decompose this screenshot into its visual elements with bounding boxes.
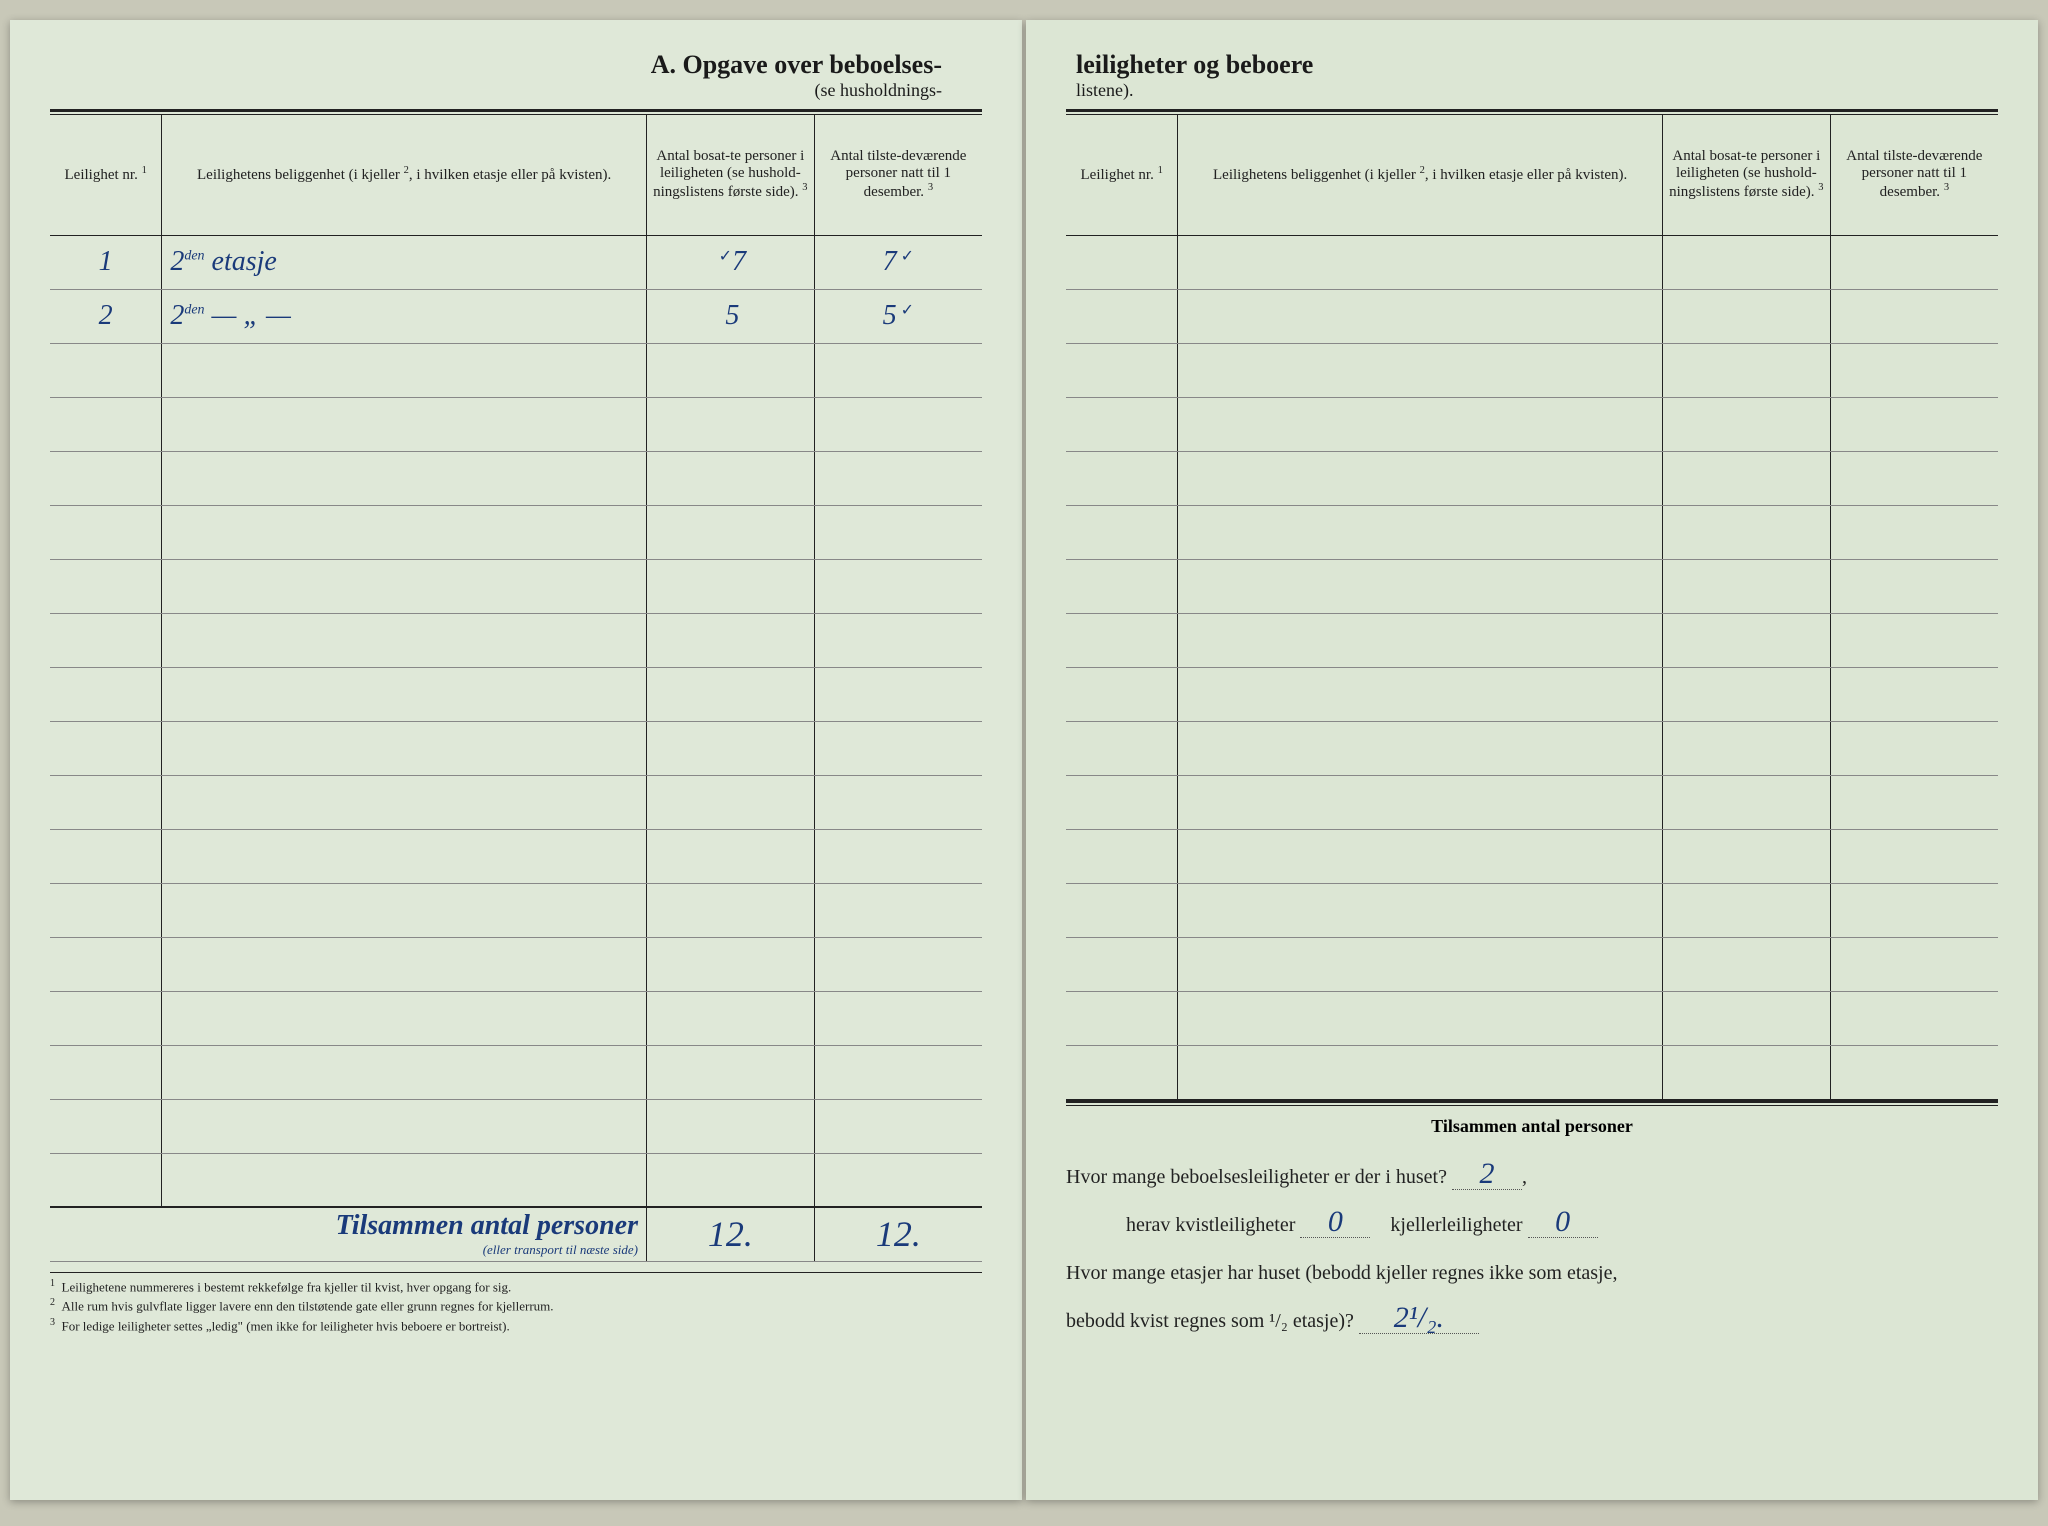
page-right: leiligheter og beboere listene). Leiligh…: [1026, 20, 2038, 1500]
table-row-blank: [50, 505, 982, 559]
table-row-blank: [50, 775, 982, 829]
table-row-blank: [1066, 235, 1998, 289]
header-row: Leilighet nr. 1 Leilighetens beliggenhet…: [50, 115, 982, 235]
table-row-blank: [50, 829, 982, 883]
form-table-left: Leilighet nr. 1 Leilighetens beliggenhet…: [50, 115, 982, 1262]
subtitle-left: (se husholdnings-: [50, 80, 982, 101]
question-1: Hvor mange beboelsesleiligheter er der i…: [1066, 1155, 1998, 1199]
table-row-blank: [50, 1153, 982, 1207]
document-spread: A. Opgave over beboelses- (se husholdnin…: [10, 20, 2038, 1500]
rule-top-thick-r: [1066, 109, 1998, 112]
col-header-bosatte: Antal bosat-te personer i leiligheten (s…: [646, 115, 814, 235]
col-header-tilstede: Antal tilste-deværende personer natt til…: [814, 115, 982, 235]
question-3b: bebodd kvist regnes som ¹/₂ etasje)? 2¹/…: [1066, 1299, 1998, 1343]
table-row-blank: [1066, 397, 1998, 451]
footnote-3: 3 For ledige leiligheter settes „ledig" …: [50, 1316, 982, 1336]
table-row-blank: [1066, 721, 1998, 775]
table-row-blank: [1066, 289, 1998, 343]
table-row-blank: [50, 451, 982, 505]
table-row-blank: [50, 343, 982, 397]
right-totals-label: Tilsammen antal personer: [1066, 1105, 1998, 1137]
table-row-blank: [50, 937, 982, 991]
table-row-blank: [1066, 883, 1998, 937]
table-row-blank: [1066, 1045, 1998, 1099]
table-row-blank: [1066, 829, 1998, 883]
table-row-blank: [1066, 991, 1998, 1045]
table-row-blank: [50, 613, 982, 667]
table-row-blank: [50, 883, 982, 937]
title-left: A. Opgave over beboelses-: [50, 50, 982, 80]
table-row-blank: [50, 1045, 982, 1099]
subtitle-right: listene).: [1066, 80, 1998, 101]
col-header-location-r: Leilighetens beliggenhet (i kjeller 2, i…: [1178, 115, 1663, 235]
table-row-blank: [1066, 505, 1998, 559]
header-row-r: Leilighet nr. 1 Leilighetens beliggenhet…: [1066, 115, 1998, 235]
cell-tilstede: 5✓: [814, 289, 982, 343]
totals-subnote: (eller transport til næste side): [58, 1242, 638, 1258]
totals-tilstede: 12.: [814, 1207, 982, 1261]
table-row-blank: [1066, 343, 1998, 397]
form-table-right: Leilighet nr. 1 Leilighetens beliggenhet…: [1066, 115, 1998, 1100]
totals-bosatte: 12.: [646, 1207, 814, 1261]
col-header-bosatte-r: Antal bosat-te personer i leiligheten (s…: [1662, 115, 1830, 235]
col-header-nr-r: Leilighet nr. 1: [1066, 115, 1178, 235]
cell-nr: 2: [50, 289, 162, 343]
table-row-blank: [1066, 775, 1998, 829]
table-row-blank: [1066, 451, 1998, 505]
table-row-blank: [50, 559, 982, 613]
cell-bosatte: ✓7: [646, 235, 814, 289]
footnotes: 1 Leilighetene nummereres i bestemt rekk…: [50, 1272, 982, 1336]
footnote-1: 1 Leilighetene nummereres i bestemt rekk…: [50, 1277, 982, 1297]
questions-block: Hvor mange beboelsesleiligheter er der i…: [1066, 1155, 1998, 1347]
table-row-blank: [1066, 937, 1998, 991]
totals-row-left: Tilsammen antal personer (eller transpor…: [50, 1207, 982, 1261]
page-left: A. Opgave over beboelses- (se husholdnin…: [10, 20, 1022, 1500]
table-row-blank: [1066, 559, 1998, 613]
table-row-blank: [50, 1099, 982, 1153]
table-row-blank: [1066, 667, 1998, 721]
cell-location: 2den — „ —: [162, 289, 647, 343]
table-row: 22den — „ —55✓: [50, 289, 982, 343]
table-row: 12den etasje✓77✓: [50, 235, 982, 289]
col-header-location: Leilighetens beliggenhet (i kjeller 2, i…: [162, 115, 647, 235]
answer-kvist: 0: [1300, 1207, 1370, 1238]
cell-bosatte: 5: [646, 289, 814, 343]
right-totals-rule: Tilsammen antal personer: [1066, 1100, 1998, 1137]
answer-total-units: 2: [1452, 1159, 1522, 1190]
table-row-blank: [50, 721, 982, 775]
totals-label: Tilsammen antal personer: [58, 1210, 638, 1242]
answer-floors: 2¹/₂.: [1359, 1303, 1479, 1334]
footnote-2: 2 Alle rum hvis gulvflate ligger lavere …: [50, 1296, 982, 1316]
rule-top-thick: [50, 109, 982, 112]
totals-label-cell: Tilsammen antal personer (eller transpor…: [50, 1207, 646, 1261]
question-2: herav kvistleiligheter 0 kjellerleilighe…: [1066, 1203, 1998, 1247]
table-row-blank: [50, 667, 982, 721]
table-row-blank: [50, 991, 982, 1045]
table-row-blank: [50, 397, 982, 451]
col-header-nr: Leilighet nr. 1: [50, 115, 162, 235]
col-header-tilstede-r: Antal tilste-deværende personer natt til…: [1830, 115, 1998, 235]
title-right: leiligheter og beboere: [1066, 50, 1998, 80]
cell-nr: 1: [50, 235, 162, 289]
cell-tilstede: 7✓: [814, 235, 982, 289]
title-left-text: Opgave over beboelses-: [683, 50, 943, 79]
question-3a: Hvor mange etasjer har huset (bebodd kje…: [1066, 1251, 1998, 1295]
answer-kjeller: 0: [1528, 1207, 1598, 1238]
section-letter: A.: [651, 50, 676, 79]
cell-location: 2den etasje: [162, 235, 647, 289]
table-row-blank: [1066, 613, 1998, 667]
